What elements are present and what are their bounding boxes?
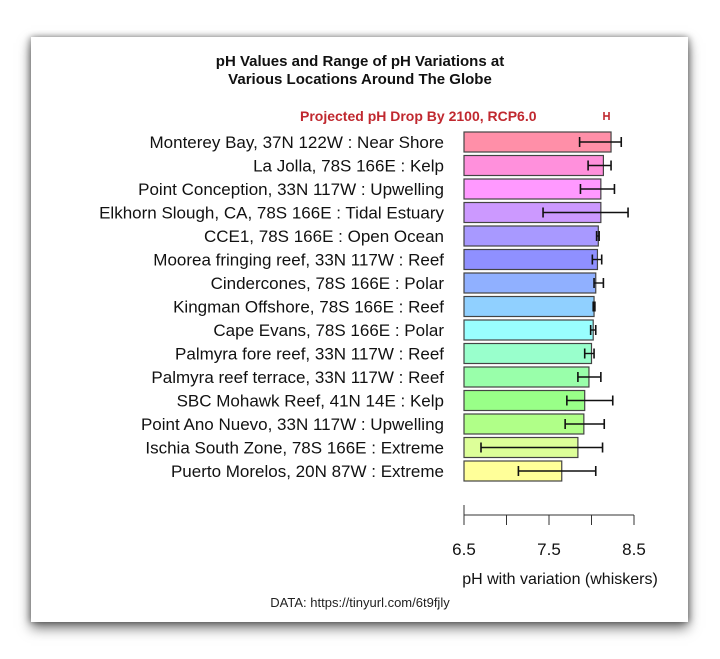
category-label: La Jolla, 78S 166E : Kelp [253, 157, 444, 176]
whiskers [480, 137, 629, 476]
bar [463, 342, 593, 365]
x-tick-label: 8.5 [622, 540, 646, 559]
bar [463, 248, 599, 271]
category-label: Cindercones, 78S 166E : Polar [211, 274, 445, 293]
bar [463, 272, 597, 294]
category-label: Point Ano Nuevo, 33N 117W : Upwelling [141, 415, 444, 434]
category-label: Cape Evans, 78S 166E : Polar [213, 321, 444, 340]
x-axis-label: pH with variation (whiskers) [462, 571, 658, 588]
bar [463, 295, 595, 318]
x-tick-label: 7.5 [537, 540, 561, 559]
category-label: CCE1, 78S 166E : Open Ocean [204, 227, 444, 246]
bar [463, 366, 590, 388]
x-tick-label: 6.5 [452, 540, 476, 559]
category-label: Point Conception, 33N 117W : Upwelling [138, 180, 444, 199]
bar [463, 154, 604, 177]
bars [463, 131, 612, 482]
category-label: Ischia South Zone, 78S 166E : Extreme [145, 439, 444, 458]
bar [463, 319, 594, 341]
chart-title-line-1: pH Values and Range of pH Variations at [215, 53, 505, 70]
category-label: Kingman Offshore, 78S 166E : Reef [173, 298, 444, 317]
category-label: SBC Mohawk Reef, 41N 14E : Kelp [177, 392, 444, 411]
category-label: Palmyra fore reef, 33N 117W : Reef [175, 345, 444, 364]
bar [463, 225, 599, 247]
data-source-footer: DATA: https://tinyurl.com/6t9fjly [270, 595, 450, 610]
category-label: Elkhorn Slough, CA, 78S 166E : Tidal Est… [99, 204, 444, 223]
category-label: Moorea fringing reef, 33N 117W : Reef [153, 251, 444, 270]
chart-title: pH Values and Range of pH Variations at … [0, 53, 720, 89]
category-label: Monterey Bay, 37N 122W : Near Shore [150, 133, 445, 152]
category-label: Palmyra reef terrace, 33N 117W : Reef [151, 368, 444, 387]
x-axis: 6.5 7.5 8.5 [452, 505, 646, 559]
chart-title-line-2: Various Locations Around The Globe [228, 71, 492, 88]
category-labels: Monterey Bay, 37N 122W : Near Shore La Jo… [99, 133, 444, 481]
legend-whisker-marker [603, 112, 610, 120]
category-label: Puerto Morelos, 20N 87W : Extreme [171, 462, 444, 481]
legend-label: Projected pH Drop By 2100, RCP6.0 [300, 108, 537, 124]
